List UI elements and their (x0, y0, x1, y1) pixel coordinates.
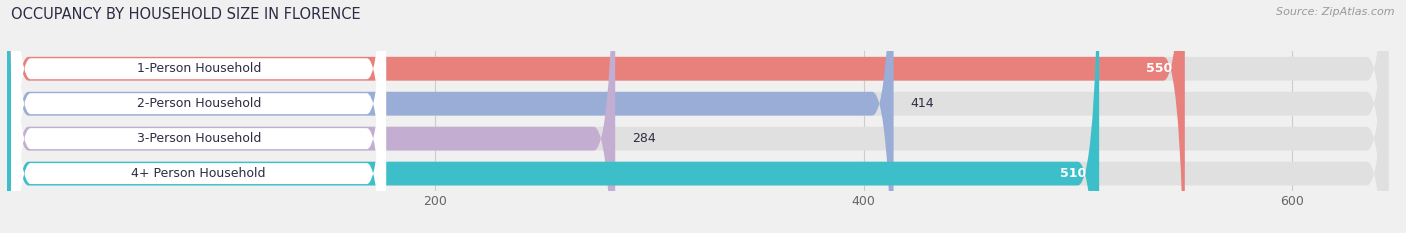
Text: 284: 284 (633, 132, 657, 145)
Text: Source: ZipAtlas.com: Source: ZipAtlas.com (1277, 7, 1395, 17)
FancyBboxPatch shape (7, 0, 1388, 233)
FancyBboxPatch shape (7, 0, 1099, 233)
Text: OCCUPANCY BY HOUSEHOLD SIZE IN FLORENCE: OCCUPANCY BY HOUSEHOLD SIZE IN FLORENCE (11, 7, 361, 22)
FancyBboxPatch shape (7, 0, 1185, 233)
Text: 3-Person Household: 3-Person Household (136, 132, 262, 145)
Text: 2-Person Household: 2-Person Household (136, 97, 262, 110)
Text: 414: 414 (911, 97, 935, 110)
FancyBboxPatch shape (11, 0, 387, 233)
FancyBboxPatch shape (7, 0, 1388, 233)
Text: 510: 510 (1060, 167, 1087, 180)
FancyBboxPatch shape (7, 0, 894, 233)
Text: 4+ Person Household: 4+ Person Household (131, 167, 266, 180)
FancyBboxPatch shape (7, 0, 616, 233)
FancyBboxPatch shape (11, 0, 387, 233)
Text: 550: 550 (1146, 62, 1173, 75)
FancyBboxPatch shape (7, 0, 1388, 233)
Text: 1-Person Household: 1-Person Household (136, 62, 262, 75)
FancyBboxPatch shape (11, 0, 387, 233)
FancyBboxPatch shape (7, 0, 1388, 233)
FancyBboxPatch shape (11, 0, 387, 233)
